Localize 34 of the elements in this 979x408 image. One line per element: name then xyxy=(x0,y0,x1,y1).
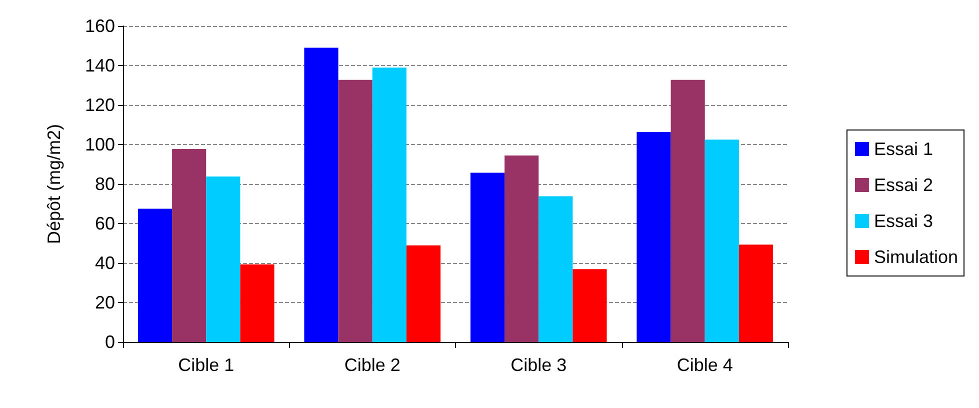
bar xyxy=(138,208,172,342)
y-tick-label: 140 xyxy=(84,56,115,76)
legend-label: Essai 3 xyxy=(874,211,933,231)
y-tick-label: 120 xyxy=(84,95,115,115)
legend-label: Essai 1 xyxy=(874,139,933,159)
bar xyxy=(172,149,206,342)
bar xyxy=(670,80,705,342)
x-tick-label: Cible 2 xyxy=(344,355,400,375)
y-tick-label: 0 xyxy=(104,332,115,352)
y-tick-label: 160 xyxy=(84,16,115,36)
x-tick-label: Cible 3 xyxy=(510,355,567,375)
y-tick-label: 60 xyxy=(94,214,115,234)
legend-label: Simulation xyxy=(874,247,958,267)
legend-label: Essai 2 xyxy=(874,175,933,195)
bar xyxy=(304,48,338,342)
bar xyxy=(470,172,505,342)
y-axis-title: Dépôt (mg/m2) xyxy=(44,124,64,244)
x-tick-label: Cible 1 xyxy=(178,355,234,375)
bar xyxy=(738,244,774,342)
bar xyxy=(572,269,607,342)
bar xyxy=(206,176,240,342)
bar xyxy=(504,156,539,342)
bar xyxy=(406,245,441,342)
bar xyxy=(240,264,274,342)
y-tick-label: 40 xyxy=(94,253,115,273)
bar xyxy=(704,140,739,342)
x-tick-label: Cible 4 xyxy=(676,355,733,375)
bar xyxy=(372,68,406,342)
bar xyxy=(636,132,671,342)
y-tick-label: 80 xyxy=(94,174,115,194)
y-tick-label: 100 xyxy=(84,134,115,154)
bar xyxy=(338,80,372,342)
y-tick-label: 20 xyxy=(94,292,115,312)
bar xyxy=(538,196,573,342)
